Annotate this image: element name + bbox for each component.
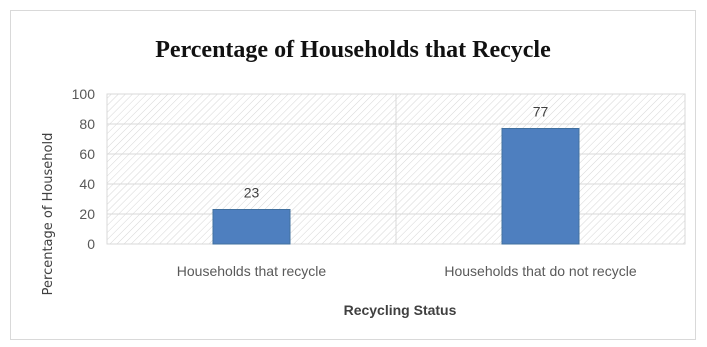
y-tick-label: 0 [87, 236, 95, 252]
chart-title: Percentage of Households that Recycle [155, 37, 551, 63]
bars [212, 128, 580, 245]
y-tick-label: 60 [79, 146, 95, 162]
x-category-label: Households that recycle [177, 263, 327, 279]
y-tick-label: 80 [79, 116, 95, 132]
y-tick-label: 20 [79, 206, 95, 222]
bar [501, 128, 580, 245]
y-tick-label: 100 [72, 86, 96, 102]
data-label: 23 [244, 185, 260, 201]
y-axis-ticks: 0 20 40 60 80 100 [72, 86, 96, 252]
x-axis-categories: Households that recycle Households that d… [177, 263, 637, 279]
y-tick-label: 40 [79, 176, 95, 192]
data-labels: 23 77 [244, 104, 549, 201]
grid-lines [107, 93, 685, 245]
bar [212, 209, 291, 245]
x-axis-title: Recycling Status [344, 302, 457, 318]
x-category-label: Households that do not recycle [444, 263, 636, 279]
y-axis-title: Percentage of Household [41, 133, 56, 296]
data-label: 77 [533, 104, 549, 120]
